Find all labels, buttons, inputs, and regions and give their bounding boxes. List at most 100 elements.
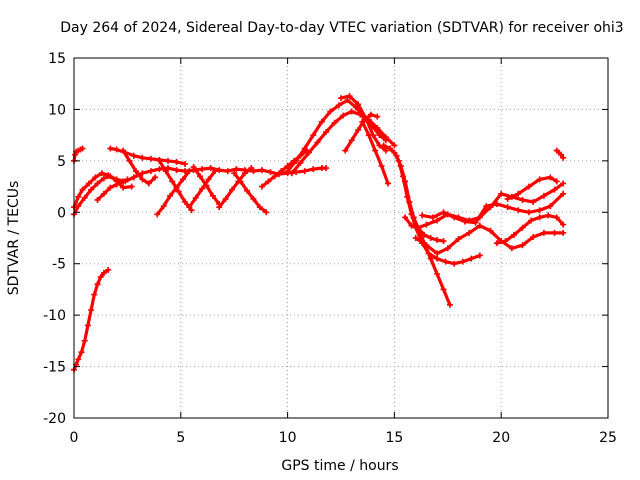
data-point [504, 195, 511, 202]
data-point [278, 168, 285, 175]
data-point [440, 209, 447, 216]
data-point [348, 108, 355, 115]
data-point [335, 102, 342, 109]
data-point [355, 127, 362, 133]
data-point [175, 188, 182, 195]
data-point [440, 286, 447, 293]
data-point [250, 195, 257, 202]
data-point [79, 145, 86, 152]
data-point [540, 192, 547, 199]
data-point [560, 154, 567, 161]
data-point [419, 212, 426, 219]
data-point [382, 134, 389, 141]
data-point [461, 218, 468, 225]
data-point [560, 180, 567, 187]
data-point [192, 194, 199, 201]
data-point [224, 168, 231, 175]
y-tick-label: -5 [52, 257, 66, 273]
data-point [199, 166, 206, 173]
data-point [365, 132, 372, 139]
data-point [525, 209, 532, 216]
data-point [186, 204, 193, 211]
data-point [78, 349, 85, 356]
data-point [402, 214, 409, 221]
data-point [427, 235, 434, 241]
data-point [173, 158, 180, 165]
data-point [446, 301, 453, 308]
data-point [305, 149, 312, 156]
data-point [427, 255, 434, 262]
data-point [340, 112, 347, 119]
data-point [536, 176, 543, 183]
data-point [139, 154, 146, 161]
data-point [229, 186, 236, 193]
series-track-8-markers [156, 157, 195, 214]
data-point [100, 190, 107, 197]
data-point [162, 168, 169, 175]
data-point [342, 147, 349, 154]
series-track-7-markers [120, 147, 159, 187]
series-track-21-markers [391, 149, 483, 267]
data-point [211, 168, 218, 175]
data-point [406, 199, 413, 205]
data-point [126, 157, 133, 164]
data-point [540, 229, 547, 236]
data-point [139, 170, 146, 177]
data-point [197, 173, 204, 180]
data-point [530, 233, 537, 240]
data-point [72, 151, 79, 158]
series-track-21 [392, 151, 482, 266]
data-point [382, 147, 389, 154]
data-point [331, 119, 338, 126]
data-point [536, 214, 543, 221]
data-point [434, 250, 441, 257]
data-point [323, 129, 330, 136]
tick-group: 0 5 10 15 20 25 15 10 5 0 -5 -10 -15 -20 [43, 51, 617, 446]
y-tick-label: 15 [48, 51, 66, 67]
data-point [459, 258, 466, 265]
series-track-9-markers [154, 168, 193, 218]
data-point [397, 163, 404, 169]
data-point [107, 145, 114, 152]
y-tick-label: 5 [57, 154, 66, 170]
data-point [169, 178, 176, 185]
data-point [391, 149, 398, 156]
chart-title: Day 264 of 2024, Sidereal Day-to-day VTE… [60, 20, 623, 36]
data-point [327, 108, 334, 115]
data-point [84, 322, 91, 329]
data-point [440, 238, 447, 245]
x-tick-label: 15 [385, 430, 403, 446]
data-point [263, 209, 270, 216]
data-point [88, 186, 95, 193]
data-point [493, 240, 500, 247]
data-point [421, 231, 428, 238]
x-tick-label: 20 [492, 430, 510, 446]
data-point [536, 207, 543, 214]
y-axis-label: SDTVAR / TECUs [6, 181, 22, 296]
data-point [179, 176, 186, 183]
data-point [120, 184, 127, 191]
series-track-25-markers [419, 190, 567, 226]
data-point [164, 157, 171, 164]
data-point [244, 187, 251, 194]
data-point [348, 137, 355, 144]
data-point [293, 157, 300, 164]
data-point [338, 95, 344, 102]
data-point [81, 194, 88, 201]
data-point [530, 199, 537, 205]
data-point [547, 203, 554, 210]
data-point [75, 356, 82, 363]
data-point [241, 170, 248, 177]
data-point [113, 146, 120, 153]
data-point [395, 157, 402, 164]
data-point [100, 175, 107, 182]
series-track-27 [506, 175, 559, 201]
data-point [92, 174, 99, 181]
data-point [310, 166, 317, 173]
data-point [75, 193, 82, 200]
data-point [301, 145, 308, 152]
data-point [297, 159, 304, 166]
data-point [98, 170, 105, 177]
data-point [237, 178, 244, 185]
series-track-26-markers [493, 212, 567, 247]
